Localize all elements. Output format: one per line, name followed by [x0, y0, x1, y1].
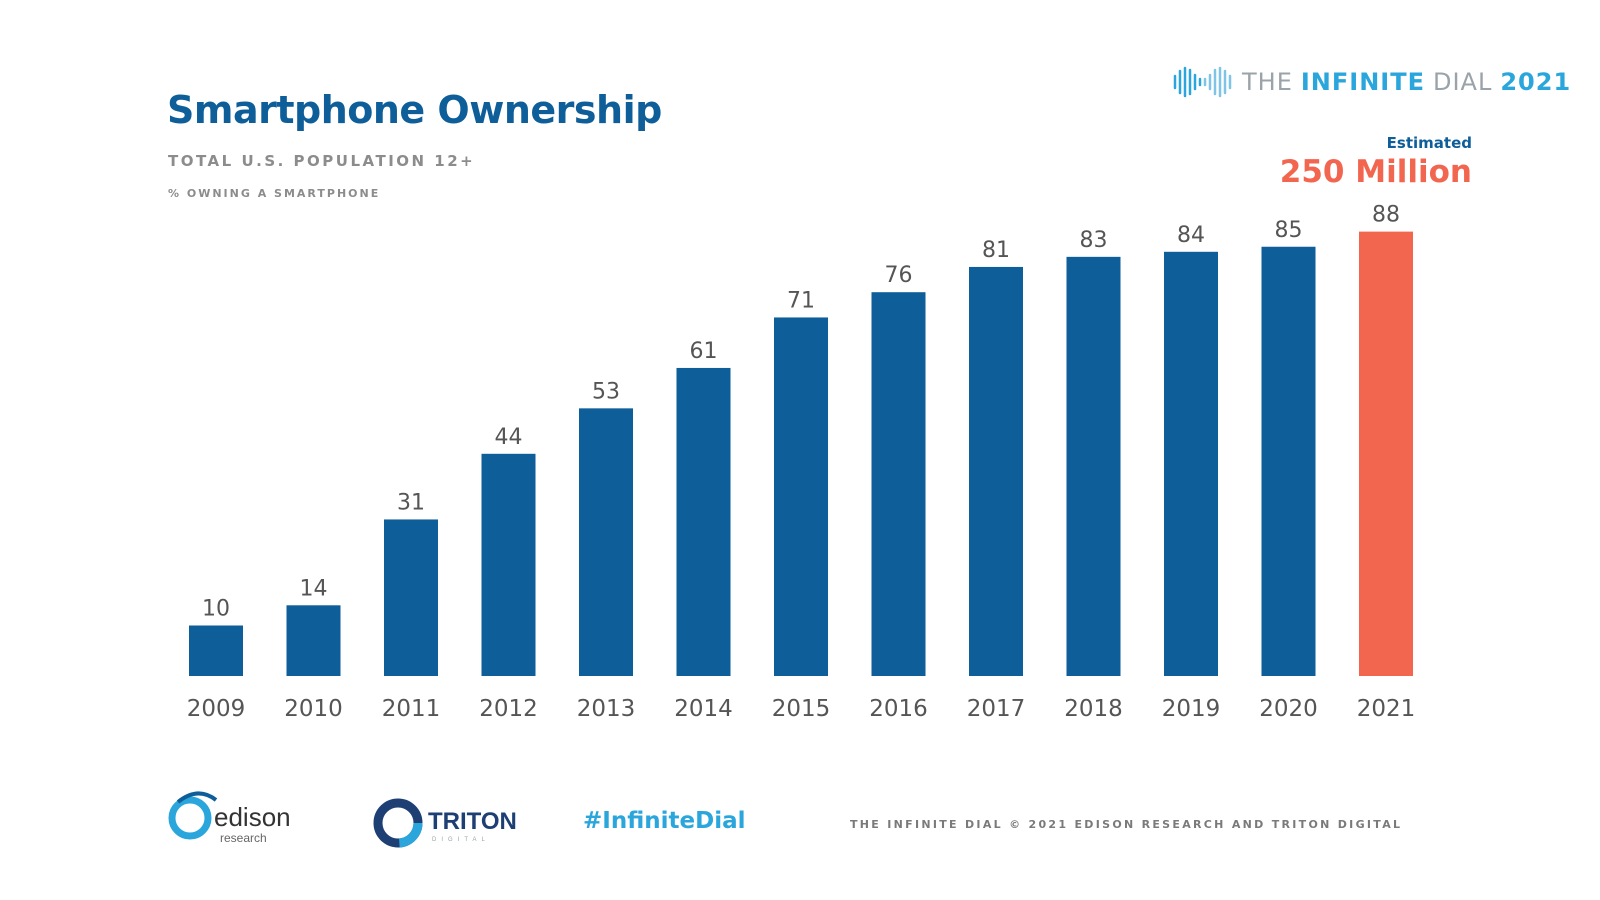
copyright-footer: THE INFINITE DIAL © 2021 EDISON RESEARCH… [850, 818, 1403, 831]
bar-2014 [676, 367, 731, 676]
data-label-2014: 61 [690, 339, 718, 364]
data-label-2013: 53 [592, 379, 620, 404]
triton-digital-logo: TRITON DIGITAL [372, 795, 522, 853]
bar-2017 [969, 266, 1023, 676]
edison-logo-subtext: research [220, 831, 267, 845]
brand-year: 2021 [1500, 68, 1572, 96]
edison-logo-mark [168, 796, 212, 840]
bar-2012 [481, 453, 536, 676]
triton-logo-subtext: DIGITAL [432, 837, 490, 843]
brand-middle: INFINITE [1300, 68, 1425, 96]
x-tick-label-2013: 2013 [577, 696, 636, 722]
x-tick-label-2011: 2011 [382, 696, 441, 722]
data-label-2011: 31 [397, 490, 425, 515]
data-label-2009: 10 [202, 597, 230, 622]
hashtag: #InfiniteDial [583, 808, 746, 834]
data-label-2021: 88 [1372, 203, 1400, 228]
data-label-2016: 76 [885, 263, 913, 288]
bar-2019 [1164, 251, 1218, 677]
bar-2009 [189, 625, 243, 676]
bar-2010 [286, 605, 341, 676]
brand-prefix: THE [1242, 68, 1293, 96]
data-label-2020: 85 [1275, 218, 1303, 243]
data-label-2017: 81 [982, 238, 1010, 263]
bar-2016 [871, 292, 926, 676]
data-label-2018: 83 [1080, 228, 1108, 253]
data-label-2019: 84 [1177, 223, 1205, 248]
edison-research-logo: edison research [168, 788, 308, 854]
chart-subtitle: TOTAL U.S. POPULATION 12+ [168, 152, 476, 170]
estimated-label: Estimated [1386, 134, 1472, 152]
bar-2011 [384, 519, 438, 676]
x-tick-label-2014: 2014 [674, 696, 733, 722]
x-tick-label-2021: 2021 [1357, 696, 1416, 722]
data-label-2012: 44 [495, 425, 523, 450]
x-tick-label-2015: 2015 [772, 696, 831, 722]
data-label-2010: 14 [300, 576, 328, 601]
x-tick-label-2016: 2016 [869, 696, 928, 722]
brand-suffix: DIAL [1433, 68, 1493, 96]
x-tick-label-2018: 2018 [1064, 696, 1123, 722]
x-tick-label-2009: 2009 [187, 696, 246, 722]
triton-logo-text: TRITON [428, 808, 517, 835]
x-tick-label-2012: 2012 [479, 696, 538, 722]
bar-2013 [579, 408, 633, 676]
infinite-dial-brand: THE INFINITE DIAL 2021 [1172, 64, 1571, 100]
x-tick-label-2017: 2017 [967, 696, 1026, 722]
x-tick-label-2020: 2020 [1259, 696, 1318, 722]
page-title: Smartphone Ownership [167, 88, 662, 132]
chart-measure-label: % OWNING A SMARTPHONE [168, 187, 381, 200]
data-label-2015: 71 [787, 288, 815, 313]
x-tick-label-2019: 2019 [1162, 696, 1221, 722]
bar-2015 [774, 317, 828, 676]
infinite-dial-waveform-icon [1173, 66, 1232, 98]
estimated-value: 250 Million [1279, 154, 1472, 190]
bar-2018 [1066, 256, 1121, 676]
edison-logo-text: edison [214, 802, 291, 832]
bar-2020 [1261, 246, 1316, 676]
bar-2021 [1359, 231, 1413, 676]
x-tick-label-2010: 2010 [284, 696, 343, 722]
